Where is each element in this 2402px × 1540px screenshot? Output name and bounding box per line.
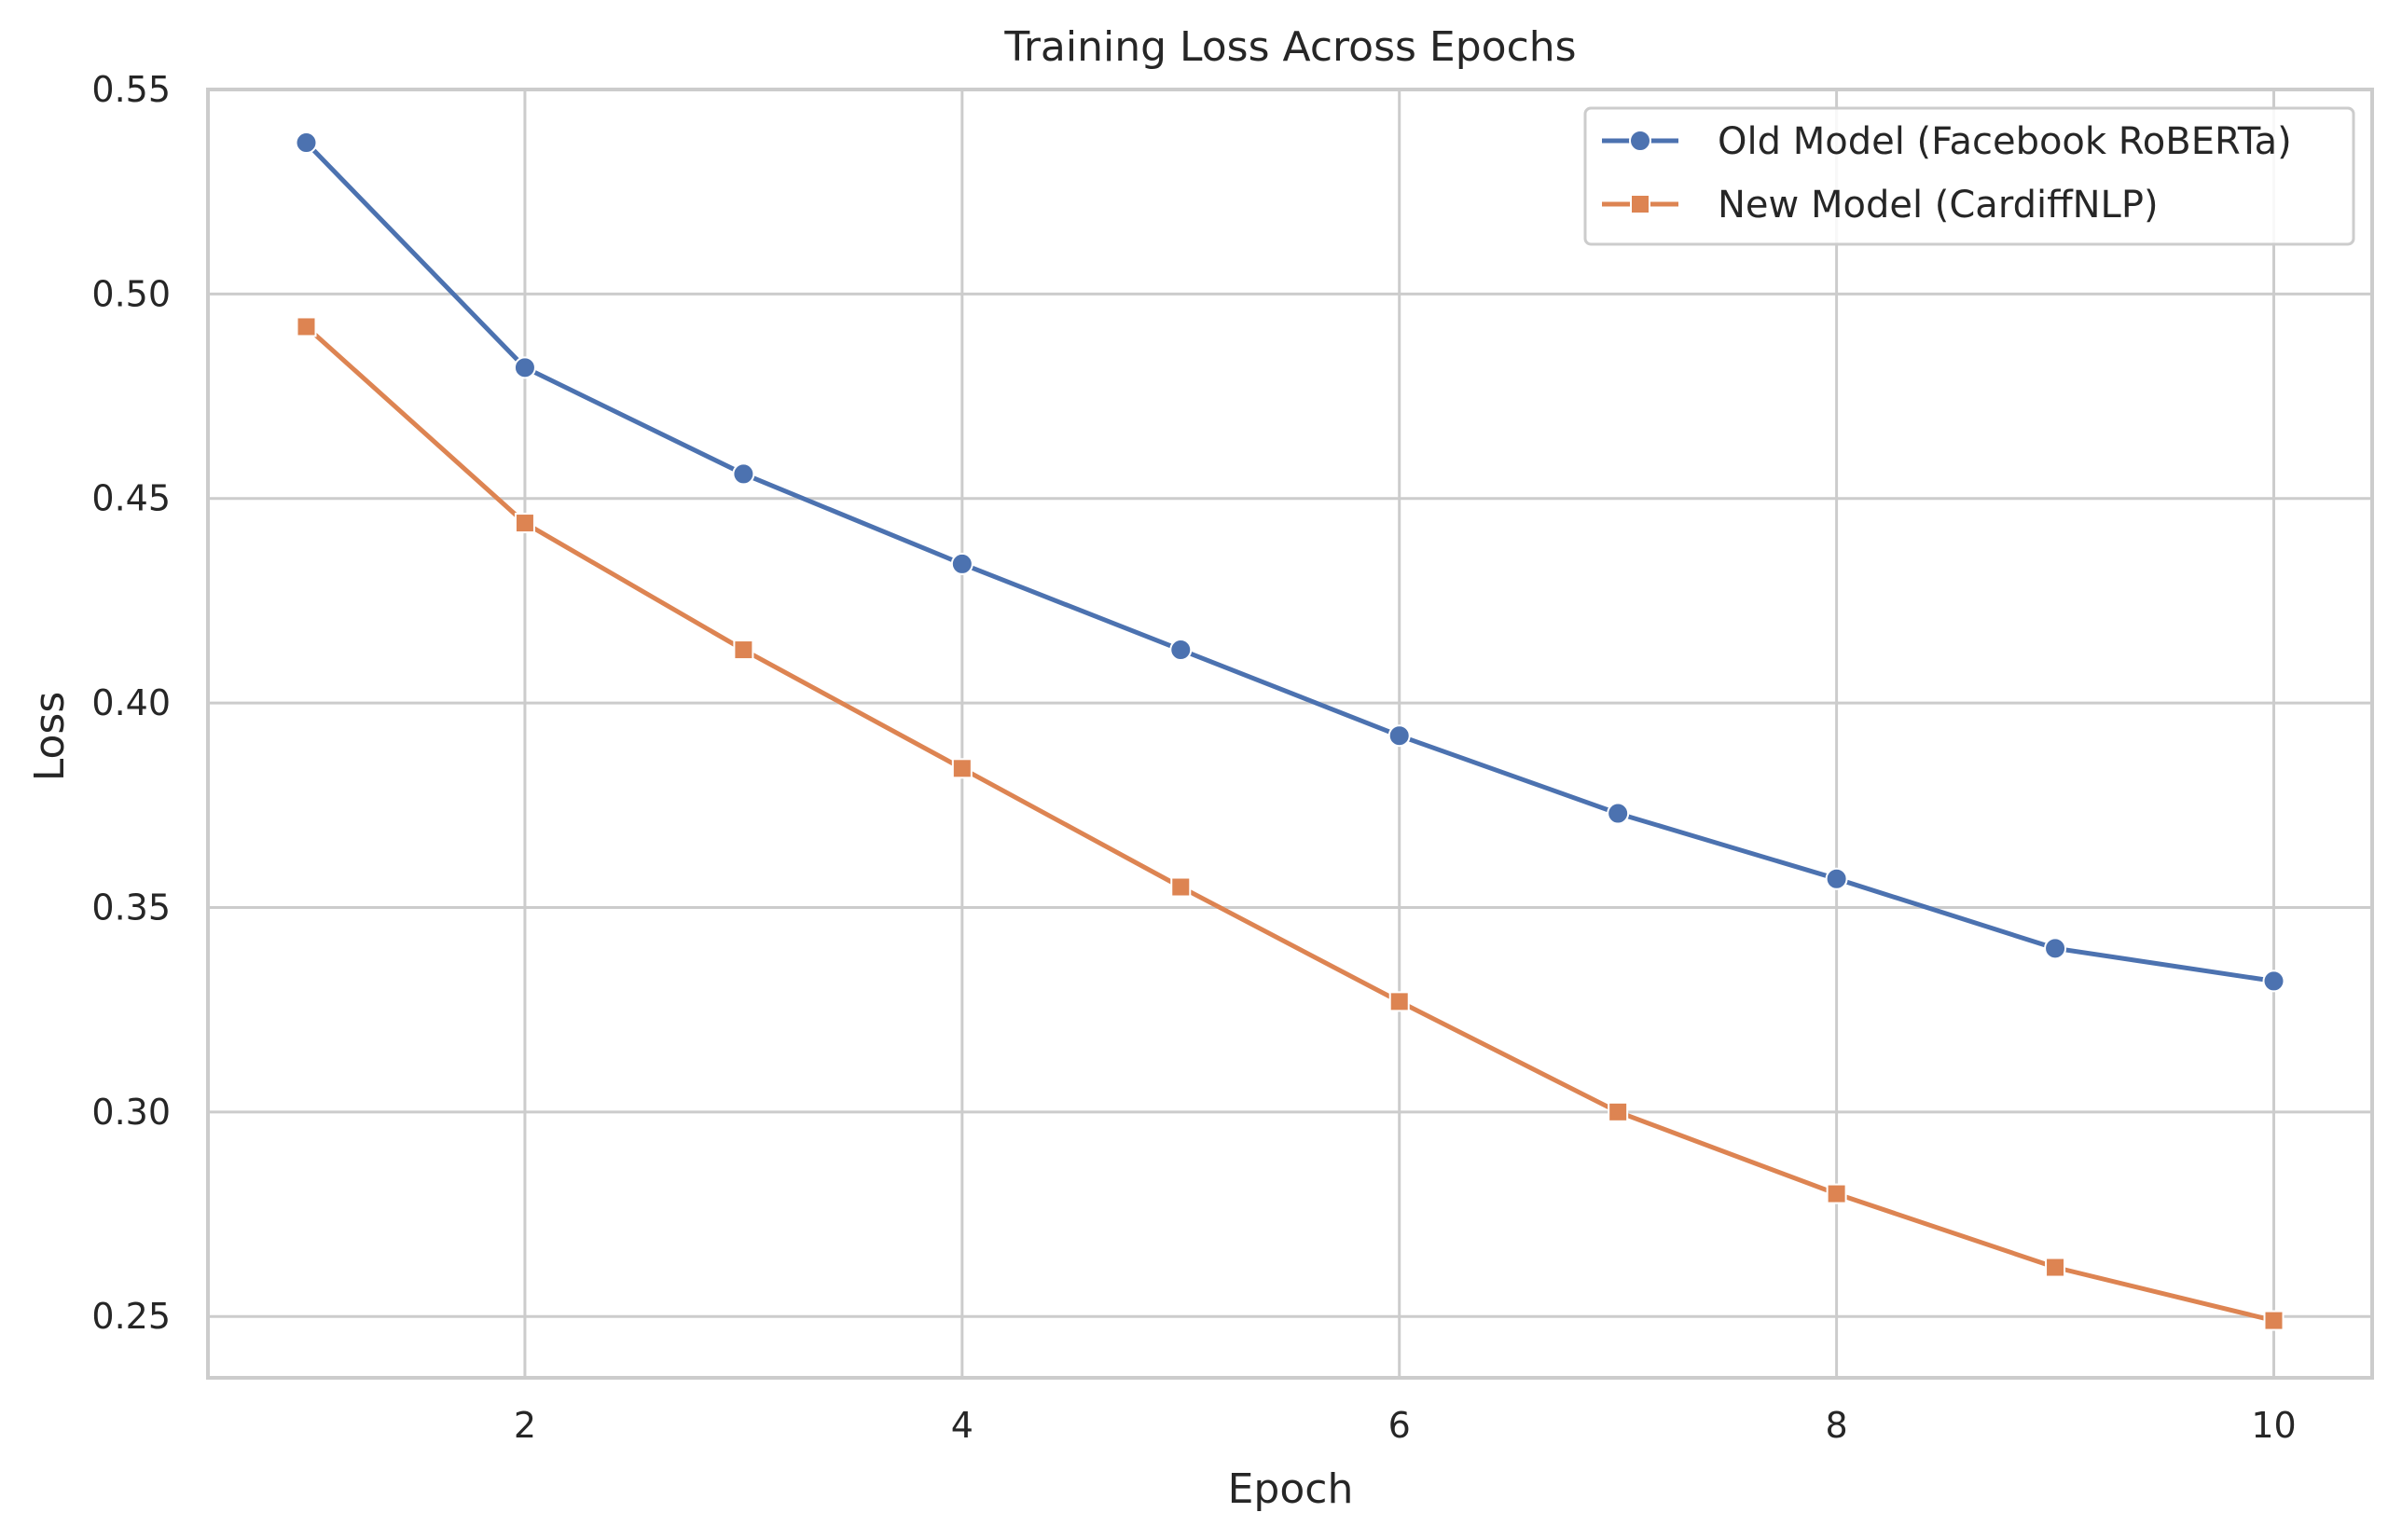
x-tick-label: 4 [951, 1405, 973, 1446]
data-point-old-model [2044, 937, 2067, 960]
legend-marker-new-model [1630, 194, 1650, 214]
y-tick-label: 0.45 [91, 478, 171, 519]
legend-marker-old-model [1629, 130, 1651, 152]
data-point-old-model [295, 131, 318, 155]
data-point-old-model [2262, 969, 2285, 993]
y-tick-label: 0.25 [91, 1296, 171, 1337]
x-tick-label: 6 [1388, 1405, 1411, 1446]
data-point-old-model [732, 462, 755, 486]
data-point-new-model [2045, 1257, 2066, 1278]
series-line-new-model [304, 324, 2276, 1324]
data-point-new-model [296, 316, 317, 337]
data-point-new-model [733, 639, 754, 661]
data-point-new-model [1388, 991, 1410, 1012]
tick-labels: 2 4 6 8 10 0.25 0.30 0.35 0.40 0.45 0.50 0.55 [91, 69, 2296, 1446]
data-point-old-model [1825, 867, 1848, 890]
chart-title: Training Loss Across Epochs [1003, 23, 1576, 71]
series-layer [295, 131, 2285, 1331]
series-line-old-model [304, 140, 2276, 983]
data-point-new-model [2263, 1310, 2285, 1331]
y-axis-label: Loss [26, 692, 74, 782]
data-point-old-model [1607, 802, 1630, 825]
y-tick-label: 0.55 [91, 69, 171, 110]
x-axis-label: Epoch [1228, 1465, 1354, 1513]
plot-frame [206, 88, 2374, 1380]
legend-label-old-model: Old Model (Facebook RoBERTa) [1718, 120, 2292, 163]
y-tick-label: 0.40 [91, 682, 171, 723]
legend-label-new-model: New Model (CardiffNLP) [1718, 184, 2159, 227]
data-point-new-model [1170, 876, 1192, 898]
data-point-new-model [951, 758, 973, 779]
data-point-old-model [1169, 639, 1193, 662]
y-tick-label: 0.50 [91, 273, 171, 314]
x-tick-label: 8 [1826, 1405, 1848, 1446]
data-point-new-model [514, 513, 535, 534]
legend-box [1583, 106, 2355, 246]
y-tick-label: 0.35 [91, 887, 171, 928]
legend: Old Model (Facebook RoBERTa) New Model (… [1583, 106, 2355, 246]
data-point-old-model [513, 356, 536, 379]
data-point-new-model [1608, 1101, 1629, 1122]
data-point-old-model [1387, 724, 1411, 748]
x-tick-label: 10 [2251, 1405, 2296, 1446]
x-tick-label: 2 [514, 1405, 536, 1446]
y-tick-label: 0.30 [91, 1092, 171, 1133]
data-point-old-model [950, 552, 973, 575]
data-point-new-model [1826, 1183, 1847, 1204]
